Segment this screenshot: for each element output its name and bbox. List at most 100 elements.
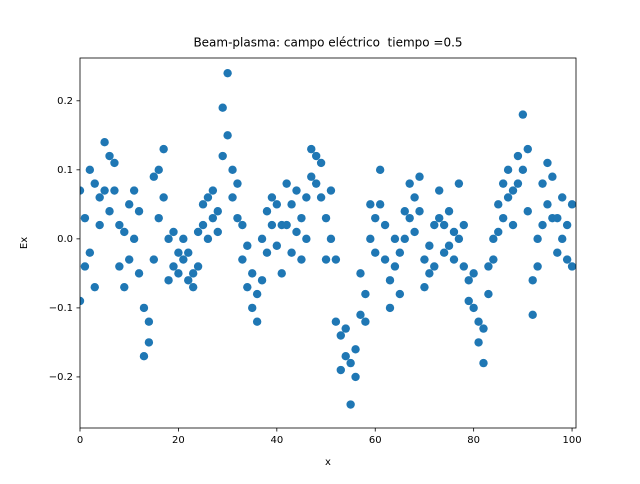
point xyxy=(430,262,439,271)
point xyxy=(203,193,213,202)
point xyxy=(139,352,149,361)
point xyxy=(567,262,576,271)
point xyxy=(90,282,99,292)
point xyxy=(238,220,247,230)
point xyxy=(454,234,464,244)
point xyxy=(371,213,380,223)
point xyxy=(134,207,144,216)
point xyxy=(184,276,193,285)
point xyxy=(326,186,336,195)
plot-area xyxy=(80,68,576,409)
point xyxy=(144,338,154,347)
point xyxy=(316,158,326,168)
point xyxy=(474,317,483,326)
point xyxy=(508,220,518,230)
point xyxy=(164,276,173,285)
point xyxy=(198,220,208,230)
point xyxy=(188,282,198,292)
point xyxy=(395,248,405,257)
point xyxy=(223,68,232,78)
point xyxy=(484,289,493,299)
point xyxy=(159,144,168,154)
point xyxy=(538,179,547,188)
point xyxy=(469,269,478,278)
point xyxy=(435,186,444,195)
point xyxy=(562,255,572,264)
point xyxy=(174,269,183,278)
point xyxy=(80,262,90,271)
point xyxy=(213,207,222,216)
point xyxy=(179,255,188,264)
point xyxy=(203,234,213,244)
point xyxy=(533,234,542,244)
point xyxy=(149,255,159,264)
point xyxy=(223,131,232,140)
axes-frame xyxy=(79,57,577,429)
point xyxy=(415,172,424,181)
point xyxy=(341,352,350,361)
point xyxy=(252,317,262,326)
point xyxy=(528,276,537,285)
point xyxy=(449,255,459,264)
point xyxy=(410,193,419,202)
point xyxy=(110,158,119,168)
point xyxy=(351,372,360,382)
point xyxy=(174,248,183,257)
point xyxy=(188,269,198,278)
point xyxy=(562,220,572,230)
point xyxy=(198,200,208,209)
point xyxy=(90,179,99,188)
point xyxy=(95,220,104,230)
point xyxy=(533,262,542,271)
point xyxy=(272,241,282,250)
point xyxy=(371,248,380,257)
point xyxy=(479,358,488,368)
point xyxy=(513,179,523,188)
point xyxy=(262,248,272,257)
point xyxy=(233,213,242,223)
point xyxy=(494,227,503,237)
point xyxy=(366,200,375,209)
point xyxy=(361,289,370,299)
point xyxy=(331,255,341,264)
point xyxy=(248,269,257,278)
y-tick-label: −0.1 xyxy=(49,303,73,314)
point xyxy=(193,227,203,237)
point xyxy=(292,186,301,195)
point xyxy=(513,151,523,161)
point xyxy=(356,269,365,278)
point xyxy=(208,213,218,223)
point xyxy=(336,331,345,340)
point xyxy=(331,317,341,326)
point xyxy=(548,172,557,181)
point xyxy=(439,220,449,230)
point xyxy=(553,213,562,223)
point xyxy=(435,213,444,223)
point xyxy=(366,234,375,244)
point xyxy=(272,200,282,209)
point xyxy=(257,276,267,285)
point xyxy=(238,255,247,264)
point xyxy=(567,200,576,209)
point xyxy=(179,234,188,244)
point xyxy=(390,262,400,271)
point xyxy=(425,241,434,250)
point xyxy=(439,248,449,257)
point xyxy=(518,165,528,175)
point xyxy=(307,172,316,181)
point xyxy=(356,310,365,319)
point xyxy=(287,248,296,257)
point xyxy=(257,234,267,244)
point xyxy=(321,255,331,264)
y-tick-label: 0.1 xyxy=(57,165,73,176)
point xyxy=(213,227,222,237)
point xyxy=(400,207,409,216)
point xyxy=(154,213,163,223)
point xyxy=(80,186,85,195)
point xyxy=(307,144,316,154)
point xyxy=(115,262,124,271)
point xyxy=(120,227,129,237)
point xyxy=(292,227,301,237)
